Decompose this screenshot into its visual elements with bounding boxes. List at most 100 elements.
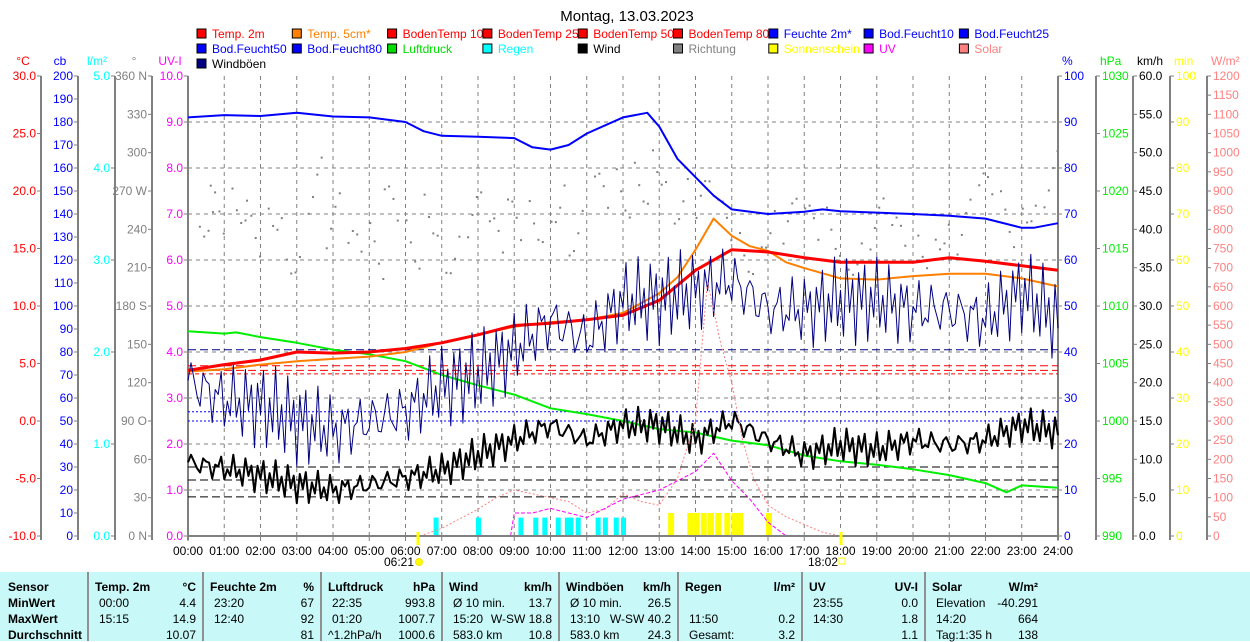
legend-label: Bod.Feucht25 [974, 27, 1049, 41]
axis-tick-label: 150 [53, 184, 73, 198]
stats-column: Regen l/m² 11:50 0.2 Gesamt: 3.2 [679, 572, 803, 642]
direction-dot [388, 185, 391, 188]
series-uv [510, 452, 787, 537]
axis-tick-label: 20.0 [13, 184, 37, 198]
x-tick-label: 02:00 [245, 544, 275, 558]
direction-dot [956, 253, 959, 256]
direction-dot [891, 224, 894, 227]
stats-cell-label: 00:00 [99, 596, 130, 610]
axis-tick-label: 250 [1213, 433, 1233, 447]
direction-dot [396, 219, 399, 222]
axis-tick-label: 100 [53, 299, 73, 313]
sunshine-bar [693, 513, 700, 536]
axis-tick-label: 80 [1176, 161, 1190, 175]
axis-tick-label: 30 [1064, 391, 1078, 405]
direction-dot [325, 247, 328, 250]
axis-tick-label: 600 [1213, 299, 1233, 313]
direction-dot [1043, 206, 1046, 209]
legend-swatch [291, 43, 302, 54]
direction-dot [747, 270, 750, 273]
axis-tick-label: 180 [53, 115, 73, 129]
stats-cell-value: 1000.6 [398, 628, 435, 642]
direction-dot [795, 197, 798, 200]
direction-dot [725, 216, 728, 219]
x-tick-label: 20:00 [898, 544, 928, 558]
legend-swatch [958, 43, 969, 54]
stats-column: Windböen km/h Ø 10 min. 26.5 13:10 W-SW 40.2 5… [560, 572, 679, 642]
series-windb-en [187, 248, 1059, 467]
legend-label: Luftdruck [403, 42, 453, 56]
axis-tick-label: 130 [53, 230, 73, 244]
rain-bar [533, 517, 539, 536]
stats-cell-label: 13:10 [570, 612, 601, 626]
axis-tick-label: 60 [60, 391, 74, 405]
direction-dot [607, 206, 610, 209]
stats-cell-value: 1007.7 [398, 612, 435, 626]
axis-tick-label: 6.0 [166, 253, 183, 267]
x-tick-label: 06:00 [390, 544, 420, 558]
direction-dot [760, 246, 763, 249]
direction-dot [860, 242, 863, 245]
direction-dot [660, 183, 663, 186]
stats-cell-value: 26.5 [647, 596, 671, 610]
axis-tick-label: 30.0 [1139, 299, 1163, 313]
axis-tick-label: 35.0 [1139, 261, 1163, 275]
direction-dot [572, 250, 575, 253]
stats-cell-value: -40.291 [997, 596, 1038, 610]
axis-tick-label: 40 [1176, 345, 1190, 359]
direction-dot [409, 241, 412, 244]
direction-dot [752, 272, 755, 275]
sunshine-bar [731, 513, 738, 536]
legend-label: Regen [498, 42, 533, 56]
direction-dot [598, 172, 601, 175]
x-tick-label: 10:00 [535, 544, 565, 558]
direction-dot [730, 239, 733, 242]
statistics-table: Sensor MinWert MaxWert Durchschnitt Temp. 2m… [0, 572, 1250, 642]
direction-dot [276, 228, 279, 231]
stats-cell-label: 583.0 km [453, 628, 503, 642]
stats-column: Feuchte 2m% 23:20 67 12:40 92 81 [204, 572, 322, 642]
axis-tick-label: 210 [127, 261, 147, 275]
direction-dot [246, 199, 248, 202]
stats-header: Wind [449, 580, 479, 594]
stats-cell-value: 13.7 [528, 596, 552, 610]
direction-dot [449, 272, 452, 275]
direction-dot [533, 222, 536, 225]
axis-tick-label: 60 [1176, 253, 1190, 267]
axis-tick-label: 700 [1213, 261, 1233, 275]
axis-tick-label: 140 [53, 207, 73, 221]
direction-dot [1026, 221, 1029, 224]
x-tick-label: 22:00 [970, 544, 1000, 558]
x-axis: 00:00 01:00 02:00 03:00 04:00 05:00 06:00 07:00… [173, 535, 1073, 558]
stats-column: Wind km/h Ø 10 min. 13.7 15:20 W-SW 18.8 583.0… [443, 572, 560, 642]
stats-header: Regen [685, 580, 722, 594]
sunset-time: 18:02 [808, 555, 838, 569]
direction-dot [497, 229, 500, 232]
stats-cell-value: 664 [1017, 612, 1038, 626]
direction-dot [418, 267, 421, 270]
direction-dot [231, 187, 234, 190]
axis-tick-label: 8.0 [166, 161, 183, 175]
axis-unit-hum: % [1062, 54, 1073, 68]
stats-cell-value: 4.4 [179, 596, 196, 610]
legend-label: Windböen [212, 57, 266, 71]
sunshine-bar [724, 513, 731, 536]
axis-tick-label: 3.0 [166, 391, 183, 405]
axis-unit-uv: UV-I [158, 54, 181, 68]
direction-dot [656, 171, 659, 174]
direction-dot [280, 217, 283, 220]
legend-swatch [196, 58, 207, 69]
direction-dot [834, 247, 837, 250]
axis-tick-label: 20 [1064, 437, 1078, 451]
direction-dot [991, 193, 994, 196]
rain-bar [518, 517, 524, 536]
axis-tick-label: 180 S [116, 299, 147, 313]
x-tick-label: 19:00 [862, 544, 892, 558]
direction-dot [244, 219, 247, 222]
stats-cell-value: 10.8 [528, 628, 552, 642]
series-luftdruck [187, 330, 1059, 494]
direction-dot [934, 238, 937, 241]
axis-tick-label: 750 [1213, 242, 1233, 256]
x-tick-label: 04:00 [318, 544, 348, 558]
stats-unit: km/h [642, 580, 671, 594]
